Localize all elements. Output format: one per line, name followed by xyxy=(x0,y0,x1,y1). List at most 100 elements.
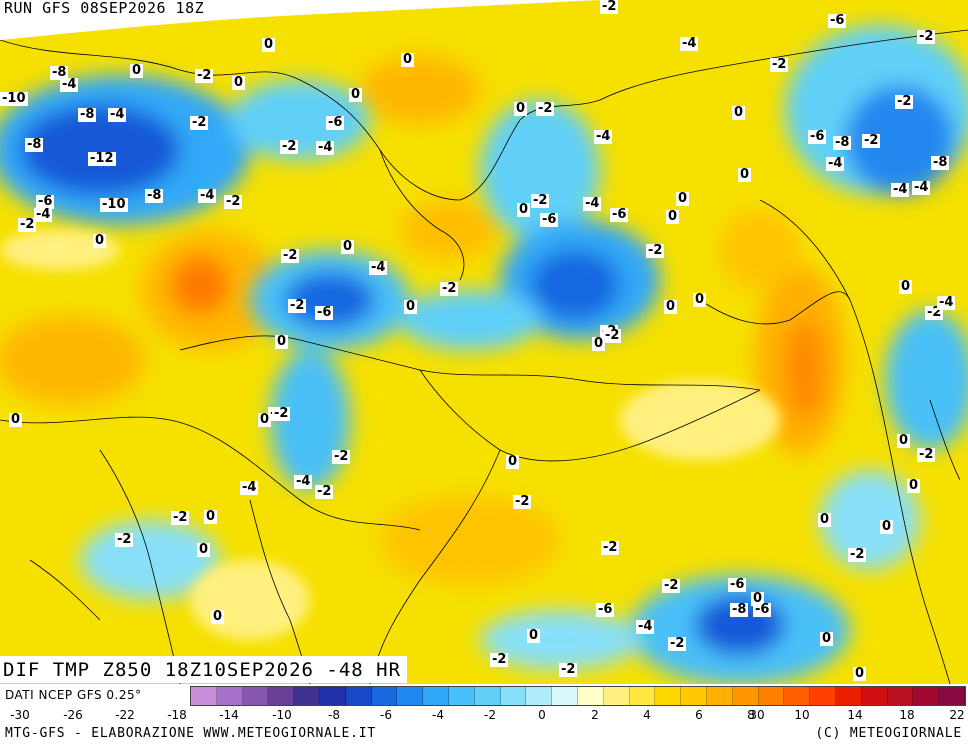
contour-value-label: -6 xyxy=(610,207,629,222)
legend-tick-label: 8 xyxy=(747,708,755,722)
legend-color-cell xyxy=(655,687,682,705)
contour-value-label: 0 xyxy=(517,202,531,217)
contour-value-label: -8 xyxy=(730,602,749,617)
contour-value-label: -4 xyxy=(294,474,313,489)
contour-value-label: -6 xyxy=(753,602,772,617)
legend-color-cell xyxy=(371,687,398,705)
contour-value-label: -8 xyxy=(50,65,69,80)
contour-value-label: -2 xyxy=(895,94,914,109)
footer-left: MTG-GFS - ELABORAZIONE WWW.METEOGIORNALE… xyxy=(5,726,376,741)
legend-color-cell xyxy=(294,687,320,705)
legend-color-cell xyxy=(191,687,217,705)
contour-value-label: -2 xyxy=(288,298,307,313)
legend-tick-label: -4 xyxy=(432,708,444,722)
temperature-anomaly-map: 0 0 -4 -6 -2 -2 -4 -8 0 -2 0 0 -10 -8 -4 -2 0 -2 -6 -2 -8 -2-… xyxy=(0,0,968,684)
legend-tick-label: 0 xyxy=(538,708,546,722)
contour-value-label: -6 xyxy=(36,194,55,209)
legend-tick-label: -30 xyxy=(10,708,30,722)
legend-color-cell xyxy=(784,687,811,705)
contour-value-label: -2 xyxy=(600,0,619,14)
contour-value-label: -8 xyxy=(931,155,950,170)
contour-value-label: -4 xyxy=(594,129,613,144)
anomaly-field xyxy=(0,0,968,684)
legend-color-cell xyxy=(706,687,733,705)
contour-value-label: 0 xyxy=(9,412,23,427)
contour-value-label: -8 xyxy=(78,107,97,122)
contour-value-label: -2 xyxy=(18,217,37,232)
contour-value-label: 0 xyxy=(232,75,246,90)
legend-tick-label: 10 xyxy=(794,708,810,722)
contour-value-label: 0 xyxy=(853,666,867,681)
contour-value-label: 0 xyxy=(93,233,107,248)
contour-value-label: -4 xyxy=(912,180,931,195)
legend-color-cell xyxy=(500,687,527,705)
contour-value-label: -2 xyxy=(195,68,214,83)
legend-tick-label: 22 xyxy=(949,708,965,722)
coastlines-borders xyxy=(0,29,968,684)
contour-value-label: -6 xyxy=(808,129,827,144)
legend-color-cell xyxy=(526,687,553,705)
contour-value-label: -4 xyxy=(369,260,388,275)
contour-value-label: 0 xyxy=(907,478,921,493)
contour-value-label: 0 xyxy=(404,299,418,314)
legend-color-cell xyxy=(577,687,604,705)
legend-color-cell xyxy=(474,687,501,705)
contour-value-label: -10 xyxy=(0,91,28,106)
map-title: DIF TMP Z850 18Z10SEP2026 -48 HR xyxy=(0,656,408,683)
contour-value-label: -2 xyxy=(531,193,550,208)
contour-value-label: -4 xyxy=(937,295,956,310)
legend-tick-label: -8 xyxy=(328,708,340,722)
contour-value-label: -6 xyxy=(540,212,559,227)
legend-color-cell xyxy=(423,687,449,705)
contour-value-label: 0 xyxy=(349,87,363,102)
contour-value-label: -6 xyxy=(728,577,747,592)
contour-value-label: 0 xyxy=(676,191,690,206)
contour-value-label: -2 xyxy=(917,447,936,462)
contour-value-label: -4 xyxy=(891,182,910,197)
contour-value-label: -2 xyxy=(513,494,532,509)
contour-value-label: -4 xyxy=(108,107,127,122)
legend-color-cell xyxy=(216,687,243,705)
legend-color-cell xyxy=(732,687,759,705)
contour-value-label: -2 xyxy=(917,29,936,44)
contour-value-label: -2 xyxy=(280,139,299,154)
contour-value-label: -6 xyxy=(315,305,334,320)
legend-color-cell xyxy=(345,687,372,705)
legend-tick-label: 4 xyxy=(643,708,651,722)
legend-color-cell xyxy=(268,687,295,705)
legend-tick-label: -10 xyxy=(272,708,292,722)
contour-value-label: 0 xyxy=(275,334,289,349)
contour-value-label: -10 xyxy=(100,197,128,212)
legend-color-cell xyxy=(835,687,862,705)
contour-value-label: -6 xyxy=(326,115,345,130)
contour-value-label: -2 xyxy=(668,636,687,651)
legend-color-cell xyxy=(629,687,656,705)
contour-value-label: -12 xyxy=(88,151,116,166)
contour-value-label: -2 xyxy=(440,281,459,296)
contour-value-label: 0 xyxy=(732,105,746,120)
contour-value-label: 0 xyxy=(401,52,415,67)
contour-value-label: 0 xyxy=(527,628,541,643)
contour-value-label: -4 xyxy=(636,619,655,634)
contour-value-label: 0 xyxy=(592,336,606,351)
contour-value-label: -2 xyxy=(315,484,334,499)
contour-value-label: -2 xyxy=(603,328,622,343)
contour-value-label: 0 xyxy=(197,542,211,557)
contour-value-label: -4 xyxy=(34,207,53,222)
contour-value-label: 0 xyxy=(258,412,272,427)
legend-color-cell xyxy=(397,687,424,705)
contour-value-label: 0 xyxy=(880,519,894,534)
contour-value-label: 0 xyxy=(506,454,520,469)
legend-tick-label: -14 xyxy=(219,708,239,722)
contour-value-label: -4 xyxy=(583,196,602,211)
contour-value-label: -4 xyxy=(240,480,259,495)
contour-value-label: -6 xyxy=(828,13,847,28)
legend-color-cell xyxy=(758,687,785,705)
legend-color-cell xyxy=(939,687,965,705)
contour-value-label: -6 xyxy=(596,602,615,617)
contour-value-label: -2 xyxy=(171,510,190,525)
contour-value-label: -8 xyxy=(145,188,164,203)
contour-value-label: -4 xyxy=(680,36,699,51)
contour-value-label: -2 xyxy=(848,547,867,562)
